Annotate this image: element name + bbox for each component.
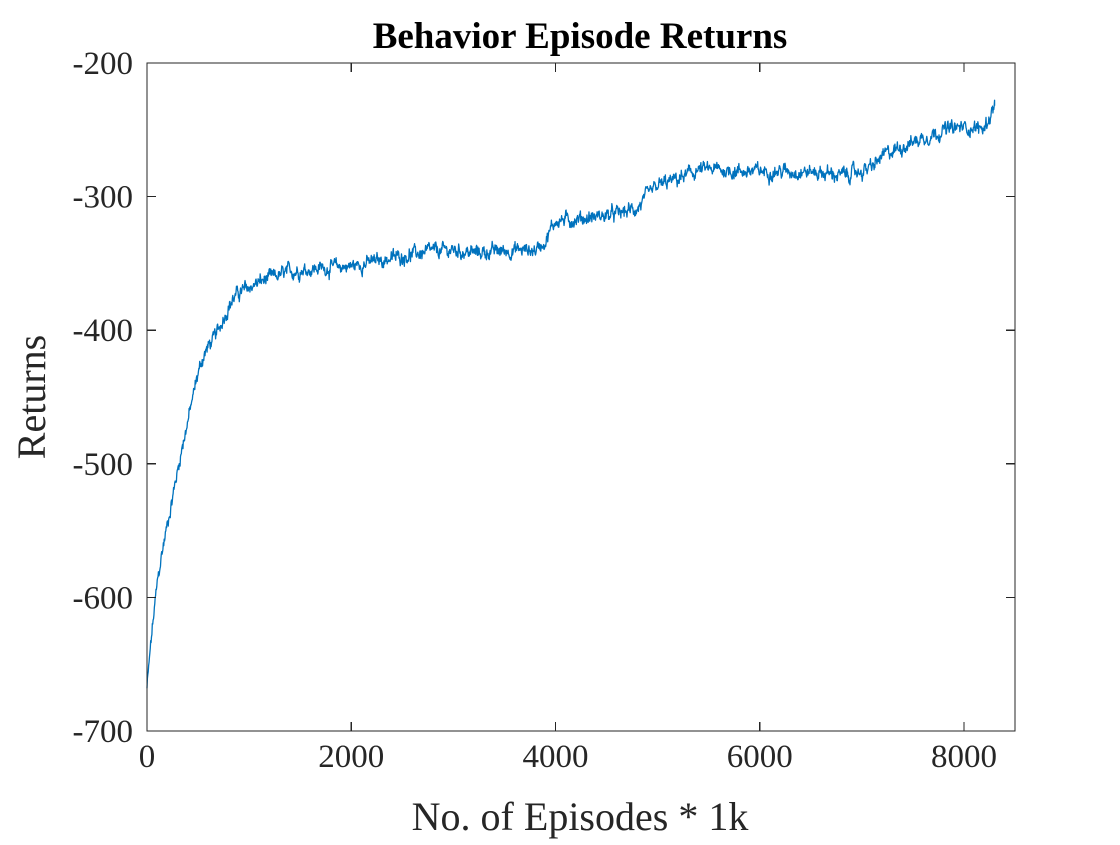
series-line xyxy=(146,99,996,689)
y-tick-label: -300 xyxy=(73,180,134,216)
y-tick-label: -200 xyxy=(73,46,134,82)
x-axis-ticks: 0 2000 4000 6000 8000 xyxy=(139,63,997,775)
y-tick-label: -500 xyxy=(73,447,134,483)
y-axis-label: Returns xyxy=(9,335,54,459)
plot-area xyxy=(146,99,996,689)
x-tick-label: 2000 xyxy=(318,739,384,775)
axes-box xyxy=(146,62,1016,732)
y-tick-label: -700 xyxy=(73,714,134,750)
x-tick-label: 8000 xyxy=(931,739,997,775)
chart-title: Behavior Episode Returns xyxy=(373,16,788,57)
x-tick-label: 4000 xyxy=(522,739,588,775)
x-tick-label: 6000 xyxy=(727,739,793,775)
y-tick-label: -400 xyxy=(73,313,134,349)
x-tick-label: 0 xyxy=(139,739,156,775)
axes xyxy=(146,62,1016,732)
y-tick-label: -600 xyxy=(73,580,134,616)
x-axis-label: No. of Episodes * 1k xyxy=(412,794,749,839)
y-axis-ticks: -700 -600 -500 -400 -300 -200 xyxy=(73,46,1015,750)
